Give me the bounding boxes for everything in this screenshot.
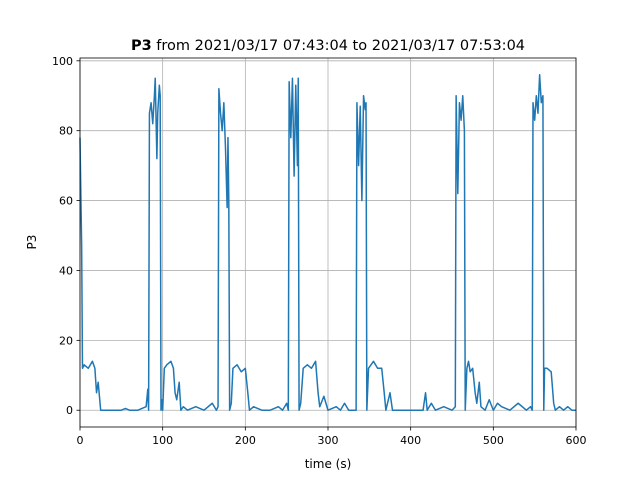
x-tick-label: 200: [235, 434, 256, 447]
x-axis-label: time (s): [305, 457, 352, 471]
y-tick-label: 100: [52, 55, 73, 68]
y-tick-label: 0: [66, 404, 73, 417]
title-rest: from 2021/03/17 07:43:04 to 2021/03/17 0…: [156, 38, 525, 54]
x-tick-label: 400: [400, 434, 421, 447]
y-tick-label: 60: [59, 195, 73, 208]
y-tick-label: 20: [59, 334, 73, 347]
x-tick-label: 300: [318, 434, 339, 447]
chart-title: P3 from 2021/03/17 07:43:04 to 2021/03/1…: [131, 38, 525, 54]
title-bold: P3: [131, 38, 152, 54]
plot: [79, 74, 576, 411]
x-tick-label: 500: [483, 434, 504, 447]
x-tick-label: 0: [77, 434, 84, 447]
data-line: [79, 74, 576, 411]
y-axis-label: P3: [25, 235, 39, 250]
x-tick-label: 100: [152, 434, 173, 447]
ticks: 0 100 200 300 400 500 600 0 20 40 60 80 100: [52, 55, 587, 447]
y-tick-label: 80: [59, 125, 73, 138]
x-tick-label: 600: [566, 434, 587, 447]
y-tick-label: 40: [59, 264, 73, 277]
